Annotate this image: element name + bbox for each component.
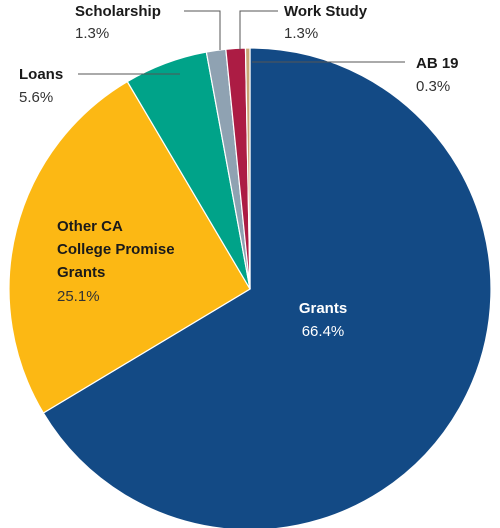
slice-value-work-study: 1.3% xyxy=(284,25,318,42)
pie-slice-other-ca-college-promise-grants xyxy=(8,80,251,414)
slice-label-other-ca-line-3: Grants xyxy=(57,264,105,281)
leader-line-work-study xyxy=(239,10,278,50)
slice-label-work-study: Work Study xyxy=(284,3,368,20)
slice-value-ab-19: 0.3% xyxy=(416,78,450,95)
slice-label-ab-19: AB 19 xyxy=(416,55,459,72)
slice-label-scholarship: Scholarship xyxy=(75,3,161,20)
leader-line-scholarship xyxy=(184,10,221,50)
slice-label-other-ca-line-1: Other CA xyxy=(57,218,123,235)
pie-slice-ab-19 xyxy=(244,47,251,290)
slice-label-grants: Grants xyxy=(299,300,347,317)
slice-label-other-ca-line-2: College Promise xyxy=(57,241,175,258)
slice-value-other-ca: 25.1% xyxy=(57,288,100,305)
slice-label-loans: Loans xyxy=(19,66,63,83)
slice-value-scholarship: 1.3% xyxy=(75,25,109,42)
slice-value-loans: 5.6% xyxy=(19,89,53,106)
slice-value-grants: 66.4% xyxy=(302,323,345,340)
pie-slice-grants xyxy=(42,47,492,528)
